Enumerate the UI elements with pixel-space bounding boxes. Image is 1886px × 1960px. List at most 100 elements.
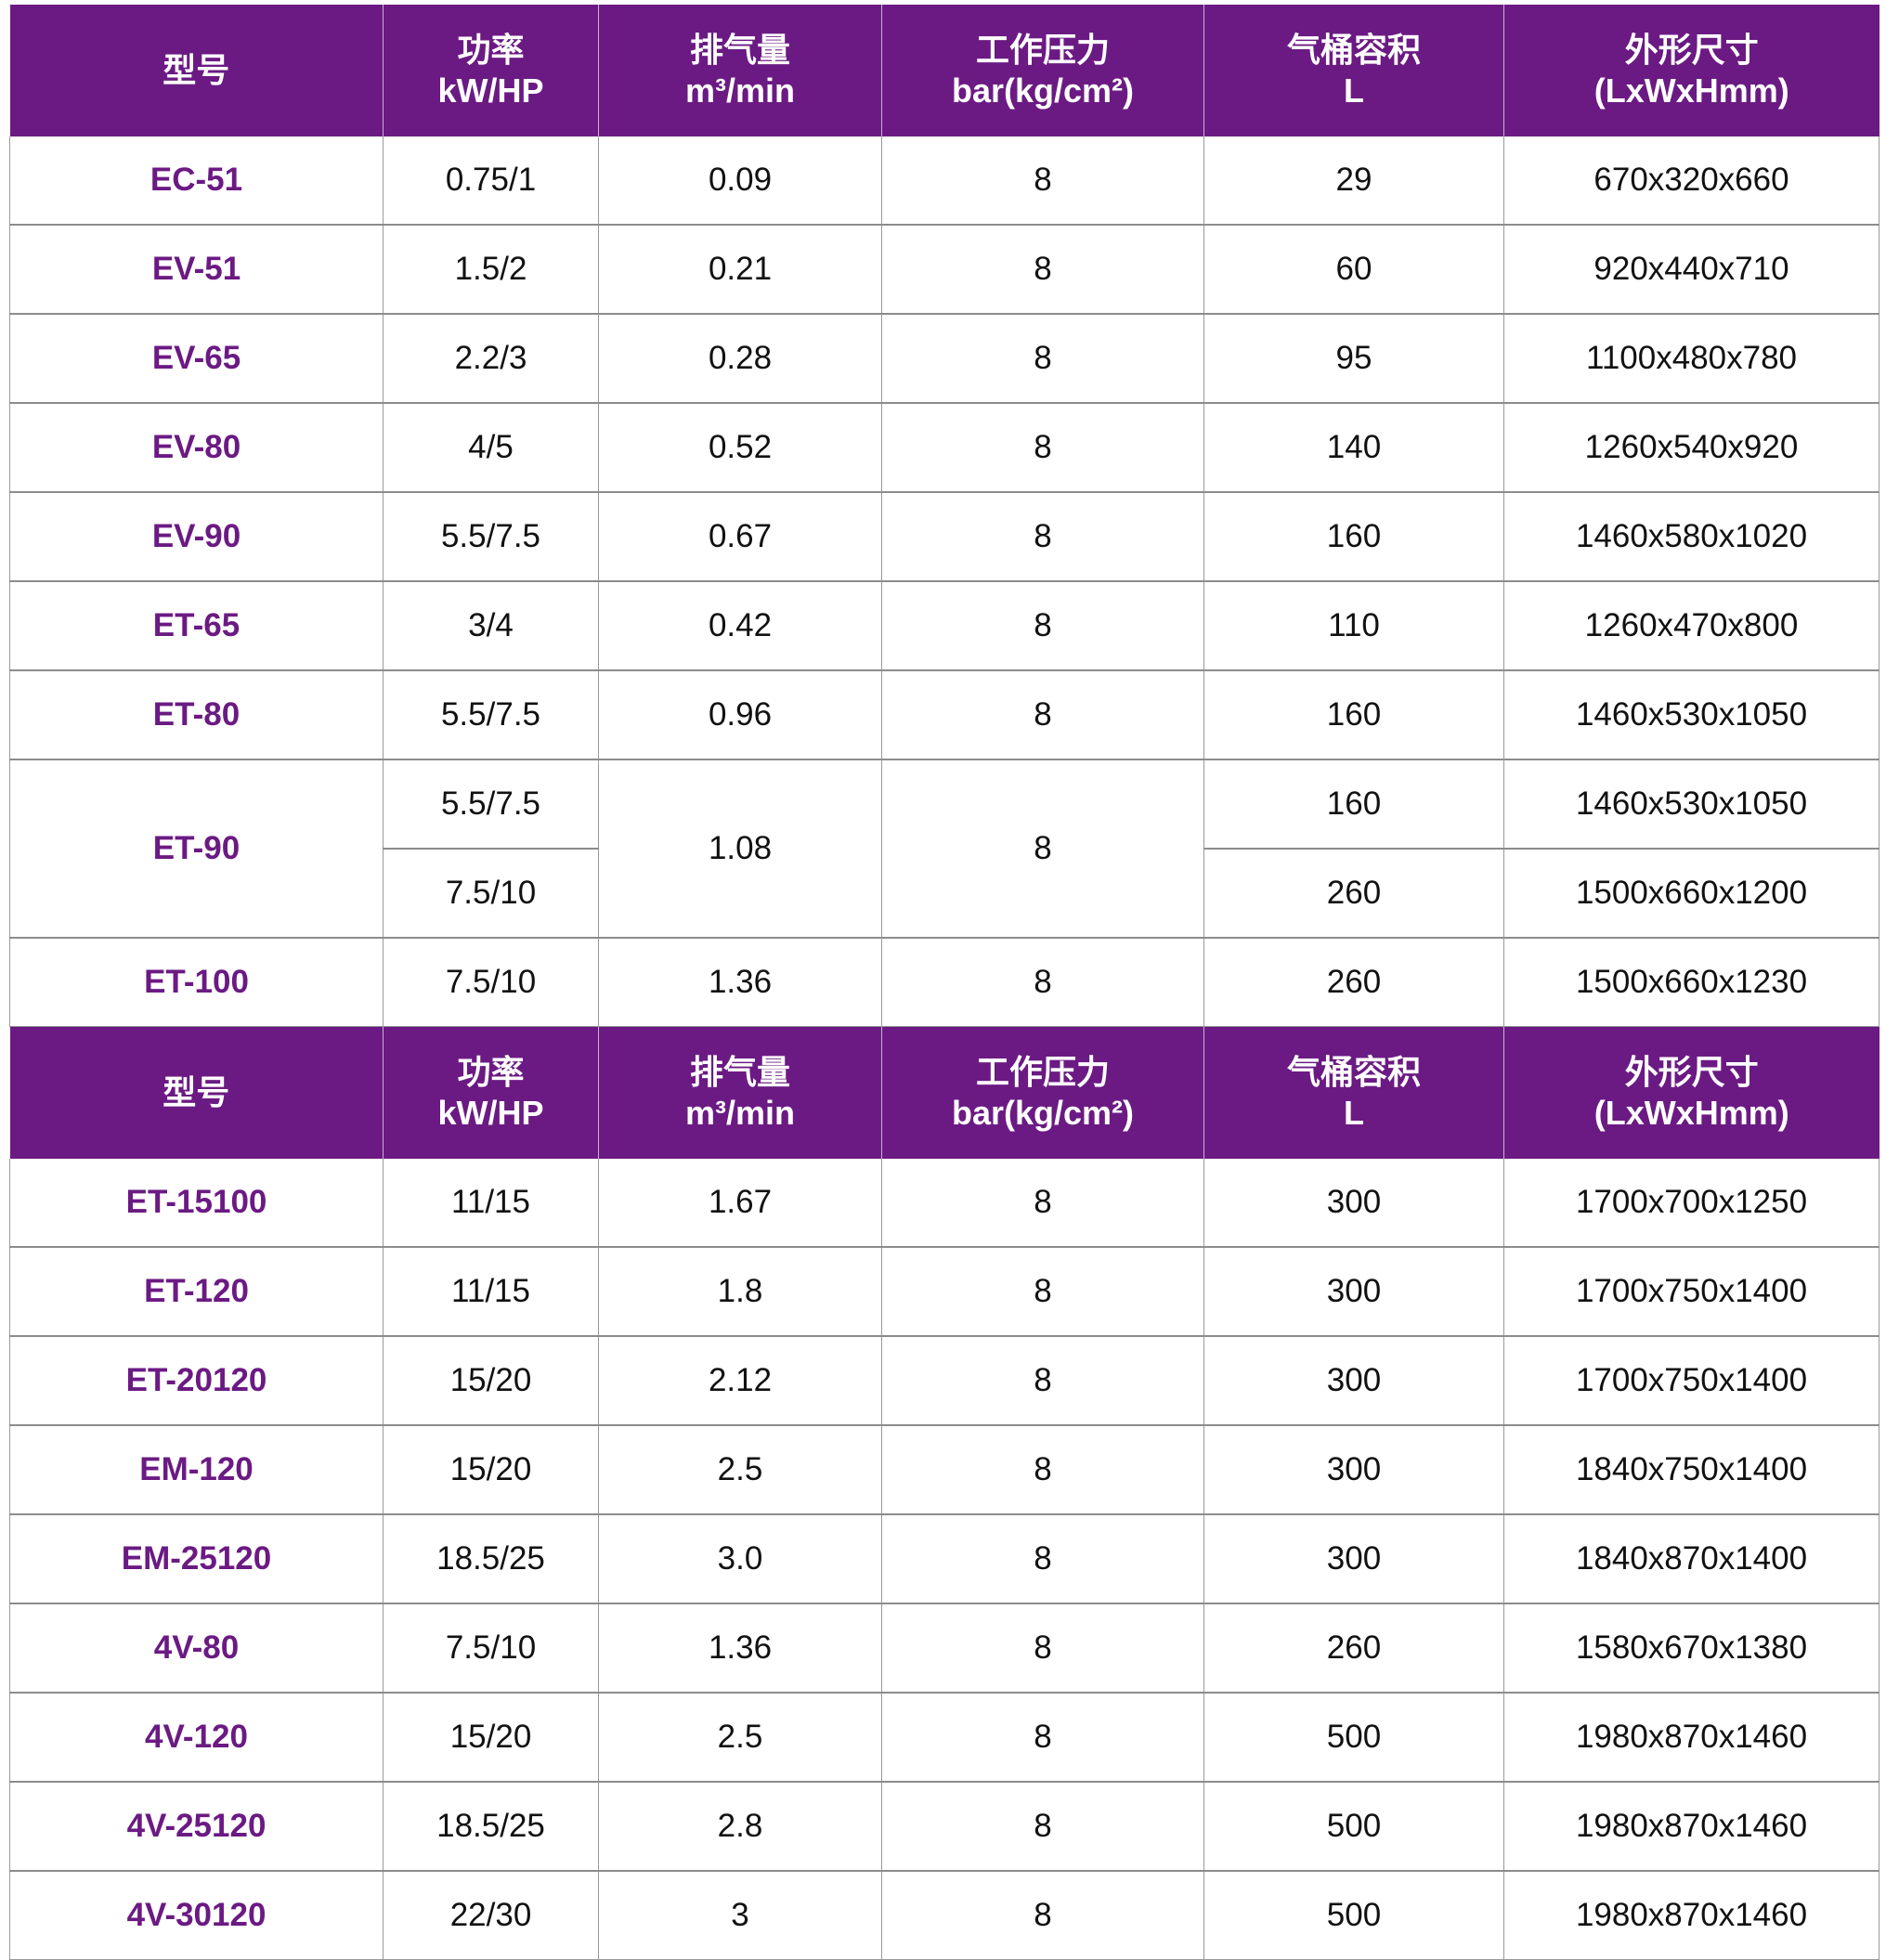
power-cell: 11/15 (383, 1246, 599, 1337)
header-power: 功率 kW/HP (383, 1026, 599, 1159)
header-pressure: 工作压力 bar(kg/cm²) (881, 5, 1204, 136)
power-cell: 1.5/2 (383, 224, 599, 315)
header-model: 型号 (9, 1026, 384, 1159)
flow-cell: 2.12 (598, 1335, 882, 1426)
pressure-cell: 8 (881, 1870, 1204, 1960)
model-cell: ET-120 (9, 1246, 384, 1337)
model-cell: ET-100 (9, 937, 384, 1027)
flow-cell: 0.42 (598, 580, 882, 671)
pressure-cell: 8 (881, 402, 1204, 493)
size-cell: 1980x870x1460 (1503, 1870, 1879, 1960)
model-cell: EV-65 (9, 313, 384, 404)
size-cell: 1700x750x1400 (1503, 1246, 1879, 1337)
header-size-line: 外形尺寸 (1624, 31, 1759, 69)
header-flow-line: m³/min (684, 1094, 795, 1132)
flow-cell: 1.36 (598, 1603, 882, 1694)
flow-cell: 3.0 (598, 1513, 882, 1604)
size-cell: 1700x750x1400 (1503, 1335, 1879, 1426)
flow-cell: 1.36 (598, 937, 882, 1027)
spec-table: 型号 功率 kW/HP 排气量 m³/min 工作压力 bar(kg/cm²) 气桶容积 L 外形… (9, 5, 1879, 1960)
flow-cell: 1.8 (598, 1246, 882, 1337)
tank-cell: 260 (1203, 848, 1504, 939)
header-power-line: 功率 (457, 1053, 525, 1091)
header-power: 功率 kW/HP (383, 5, 599, 136)
power-cell: 7.5/10 (383, 937, 599, 1027)
header-power-line: kW/HP (437, 1094, 544, 1132)
header-pressure-line: 工作压力 (975, 1053, 1110, 1091)
power-cell: 5.5/7.5 (383, 759, 599, 850)
model-cell: EV-80 (9, 402, 384, 493)
pressure-cell: 8 (881, 313, 1204, 404)
table-row: EV-80 4/5 0.52 8 140 1260x540x920 (9, 402, 1879, 493)
header-flow: 排气量 m³/min (598, 5, 882, 136)
size-cell: 1840x750x1400 (1503, 1424, 1879, 1515)
tank-cell: 300 (1203, 1424, 1504, 1515)
tank-cell: 300 (1203, 1513, 1504, 1604)
size-cell: 1980x870x1460 (1503, 1781, 1879, 1872)
model-cell: EM-120 (9, 1424, 384, 1515)
header-model-line: 型号 (163, 51, 230, 89)
table-row: ET-100 7.5/10 1.36 8 260 1500x660x1230 (9, 937, 1879, 1027)
pressure-cell: 8 (881, 136, 1204, 226)
power-cell: 5.5/7.5 (383, 669, 599, 760)
tank-cell: 300 (1203, 1159, 1504, 1248)
power-cell: 15/20 (383, 1424, 599, 1515)
size-cell: 670x320x660 (1503, 136, 1879, 226)
tank-cell: 300 (1203, 1335, 1504, 1426)
header-model-line: 型号 (163, 1073, 230, 1111)
header-tank-line: 气桶容积 (1286, 1053, 1421, 1091)
header-power-line: 功率 (457, 31, 525, 69)
table-row: 4V-25120 18.5/25 2.8 8 500 1980x870x1460 (9, 1781, 1879, 1872)
power-cell: 15/20 (383, 1335, 599, 1426)
tank-cell: 110 (1203, 580, 1504, 671)
table-row: EM-25120 18.5/25 3.0 8 300 1840x870x1400 (9, 1513, 1879, 1604)
header-row: 型号 功率 kW/HP 排气量 m³/min 工作压力 bar(kg/cm²) 气桶容积 L 外形… (9, 1026, 1879, 1159)
flow-cell: 2.5 (598, 1692, 882, 1783)
power-cell: 4/5 (383, 402, 599, 493)
power-cell: 18.5/25 (383, 1513, 599, 1604)
header-model: 型号 (9, 5, 384, 136)
pressure-cell: 8 (881, 937, 1204, 1027)
header-power-line: kW/HP (437, 71, 544, 110)
table-row: EV-65 2.2/3 0.28 8 95 1100x480x780 (9, 313, 1879, 404)
tank-cell: 500 (1203, 1781, 1504, 1872)
table-row: 4V-120 15/20 2.5 8 500 1980x870x1460 (9, 1692, 1879, 1783)
power-cell: 0.75/1 (383, 136, 599, 226)
flow-cell: 0.21 (598, 224, 882, 315)
header-pressure-line: 工作压力 (975, 31, 1110, 69)
model-cell: ET-20120 (9, 1335, 384, 1426)
size-cell: 1460x530x1050 (1503, 669, 1879, 760)
size-cell: 1500x660x1200 (1503, 848, 1879, 939)
header-tank-line: L (1344, 71, 1364, 110)
pressure-cell: 8 (881, 1246, 1204, 1337)
table-row: ET-80 5.5/7.5 0.96 8 160 1460x530x1050 (9, 669, 1879, 760)
power-cell: 7.5/10 (383, 1603, 599, 1694)
table-row: ET-120 11/15 1.8 8 300 1700x750x1400 (9, 1246, 1879, 1337)
table-row: EC-51 0.75/1 0.09 8 29 670x320x660 (9, 136, 1879, 226)
tank-cell: 500 (1203, 1692, 1504, 1783)
table-row: EV-90 5.5/7.5 0.67 8 160 1460x580x1020 (9, 491, 1879, 582)
size-cell: 1500x660x1230 (1503, 937, 1879, 1027)
size-cell: 1260x470x800 (1503, 580, 1879, 671)
pressure-cell: 8 (881, 1692, 1204, 1783)
flow-cell: 0.96 (598, 669, 882, 760)
flow-cell: 1.08 (598, 759, 882, 939)
flow-cell: 3 (598, 1870, 882, 1960)
tank-cell: 140 (1203, 402, 1504, 493)
model-cell: EV-90 (9, 491, 384, 582)
flow-cell: 0.52 (598, 402, 882, 493)
tank-cell: 160 (1203, 759, 1504, 850)
size-cell: 1460x580x1020 (1503, 491, 1879, 582)
model-cell: ET-80 (9, 669, 384, 760)
model-cell: EM-25120 (9, 1513, 384, 1604)
flow-cell: 1.67 (598, 1159, 882, 1248)
table-row: ET-65 3/4 0.42 8 110 1260x470x800 (9, 580, 1879, 671)
header-tank-line: L (1344, 1094, 1364, 1132)
header-flow-line: 排气量 (689, 1053, 790, 1091)
pressure-cell: 8 (881, 1424, 1204, 1515)
pressure-cell: 8 (881, 1603, 1204, 1694)
size-cell: 1980x870x1460 (1503, 1692, 1879, 1783)
header-pressure: 工作压力 bar(kg/cm²) (881, 1026, 1204, 1159)
tank-cell: 160 (1203, 669, 1504, 760)
model-cell: ET-90 (9, 759, 384, 939)
